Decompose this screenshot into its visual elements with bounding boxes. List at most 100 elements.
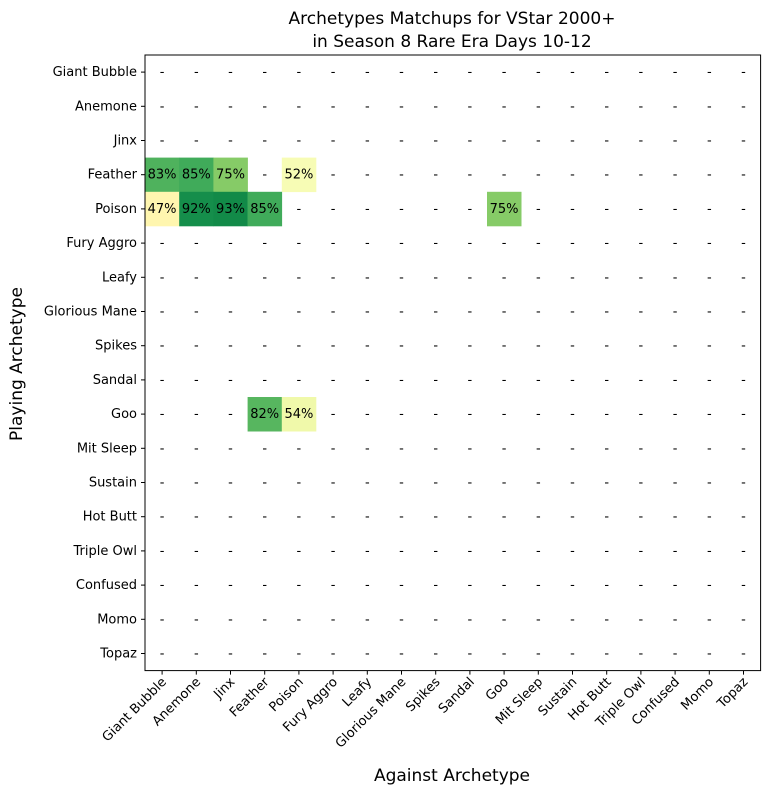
heatmap-cell-label: - — [604, 647, 609, 662]
heatmap-cell-label: - — [433, 578, 438, 593]
heatmap-cell-label: - — [399, 476, 404, 491]
heatmap-cell-label: - — [468, 65, 473, 80]
heatmap-cell-label: - — [536, 65, 541, 80]
heatmap-cell-label: - — [194, 339, 199, 354]
heatmap-cell-label: - — [228, 441, 233, 456]
heatmap-cell-label: - — [673, 578, 678, 593]
heatmap-cell-label: - — [604, 578, 609, 593]
heatmap-cell-label: - — [194, 476, 199, 491]
heatmap-cell-label: - — [673, 510, 678, 525]
heatmap-cell-label: - — [160, 578, 165, 593]
heatmap-cell-label: - — [468, 270, 473, 285]
heatmap-cell-label: - — [160, 441, 165, 456]
heatmap-cell-label: - — [433, 544, 438, 559]
heatmap-cell-label: - — [262, 647, 267, 662]
heatmap-cell-label: - — [365, 236, 370, 251]
heatmap-cell-label: - — [297, 134, 302, 149]
heatmap-cell-label: - — [502, 612, 507, 627]
heatmap-cell-label: - — [194, 134, 199, 149]
heatmap-cell-label: - — [639, 134, 644, 149]
y-tick-label: Giant Bubble — [53, 65, 137, 80]
heatmap-cell-label: - — [673, 305, 678, 320]
heatmap-cell-label: - — [331, 305, 336, 320]
heatmap-cell-label: - — [433, 65, 438, 80]
heatmap-cell-label: 92% — [182, 202, 211, 217]
heatmap-cell-label: - — [365, 305, 370, 320]
heatmap-cell — [281, 397, 317, 432]
heatmap-cell-label: - — [194, 305, 199, 320]
heatmap-cell-label: - — [707, 510, 712, 525]
heatmap-cell-label: - — [331, 65, 336, 80]
heatmap-cell-label: - — [502, 168, 507, 183]
heatmap-cell-label: - — [433, 168, 438, 183]
heatmap-cell-label: - — [707, 476, 712, 491]
heatmap-cell-label: - — [639, 407, 644, 422]
heatmap-cell-label: - — [331, 441, 336, 456]
heatmap-cell-label: - — [707, 202, 712, 217]
heatmap-cell-label: - — [160, 476, 165, 491]
heatmap-cell-label: - — [570, 612, 575, 627]
heatmap-cell-label: - — [707, 305, 712, 320]
heatmap-cell-label: - — [707, 612, 712, 627]
heatmap-cell-label: - — [468, 647, 473, 662]
heatmap-cell-label: - — [604, 510, 609, 525]
heatmap-cell-label: - — [228, 99, 233, 114]
heatmap-cell-label: - — [673, 476, 678, 491]
heatmap-cell-label: - — [228, 612, 233, 627]
heatmap-cell-label: - — [194, 236, 199, 251]
heatmap-cell-label: - — [604, 339, 609, 354]
heatmap-cell-label: - — [639, 373, 644, 388]
y-tick-label: Mit Sleep — [77, 441, 137, 456]
heatmap-cell-label: - — [536, 612, 541, 627]
heatmap-cell-label: - — [536, 407, 541, 422]
heatmap-cell-label: - — [570, 236, 575, 251]
heatmap-cell-label: - — [707, 65, 712, 80]
heatmap-cell-label: - — [639, 202, 644, 217]
heatmap-cell-label: - — [604, 236, 609, 251]
heatmap-cell-label: - — [707, 236, 712, 251]
heatmap-cell-label: - — [365, 339, 370, 354]
y-axis-ticks: Giant Bubble Anemone Jinx Feather Poison Fury… — [44, 65, 145, 662]
heatmap-cell-label: - — [365, 578, 370, 593]
heatmap-cell-label: - — [536, 510, 541, 525]
heatmap-cell-label: - — [741, 168, 746, 183]
heatmap-cell — [179, 157, 214, 193]
heatmap-cell-label: - — [536, 134, 541, 149]
heatmap-cell-label: - — [639, 236, 644, 251]
heatmap-cell-label: - — [536, 647, 541, 662]
heatmap-cell-label: - — [331, 134, 336, 149]
heatmap-cell-label: - — [536, 339, 541, 354]
heatmap-cell-label: - — [604, 65, 609, 80]
heatmap-cell-label: - — [433, 134, 438, 149]
heatmap-cell-label: - — [604, 168, 609, 183]
heatmap-cell-label: - — [160, 65, 165, 80]
heatmap-cell-label: - — [160, 236, 165, 251]
heatmap-cell-label: - — [365, 407, 370, 422]
heatmap-cell-label: - — [262, 612, 267, 627]
heatmap-cell-label: - — [297, 236, 302, 251]
heatmap-cell-label: - — [468, 134, 473, 149]
heatmap-cell-label: - — [536, 270, 541, 285]
heatmap-cell-label: - — [604, 270, 609, 285]
heatmap-cell-label: - — [331, 578, 336, 593]
y-tick-label: Feather — [88, 168, 138, 183]
heatmap-cell-label: - — [365, 168, 370, 183]
heatmap-cell-label: - — [468, 305, 473, 320]
heatmap-cell-label: - — [262, 578, 267, 593]
heatmap-cell — [145, 157, 180, 193]
heatmap-cell-label: - — [399, 407, 404, 422]
heatmap-cell-label: - — [228, 236, 233, 251]
heatmap-cell-label: - — [228, 647, 233, 662]
heatmap-cell-label: - — [741, 441, 746, 456]
heatmap-cell-label: 52% — [284, 168, 313, 183]
heatmap-cell-label: - — [399, 202, 404, 217]
heatmap-cell-label: - — [262, 270, 267, 285]
heatmap-cell-label: - — [741, 236, 746, 251]
heatmap-cell-label: - — [673, 373, 678, 388]
heatmap-cell-label: - — [468, 373, 473, 388]
heatmap-cell-label: - — [399, 134, 404, 149]
heatmap-cell-label: - — [194, 578, 199, 593]
heatmap-cell-label: - — [502, 544, 507, 559]
heatmap-cell-label: 54% — [284, 407, 313, 422]
heatmap-cell-label: - — [502, 305, 507, 320]
